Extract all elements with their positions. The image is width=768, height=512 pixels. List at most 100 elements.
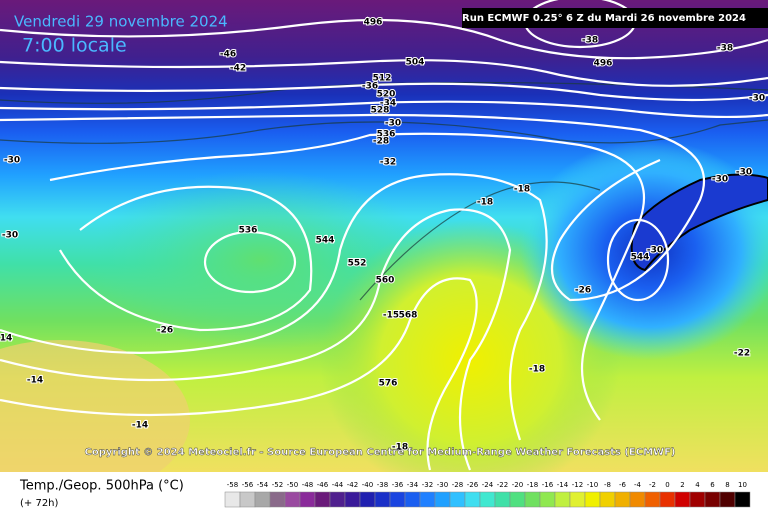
- scale-swatch: [419, 491, 436, 508]
- contour-label: 528: [371, 106, 390, 116]
- scale-swatch: [644, 491, 661, 508]
- scale-label: -36: [392, 481, 404, 489]
- contour-label: -46: [220, 50, 236, 60]
- scale-swatch: [704, 491, 721, 508]
- contour: [0, 208, 512, 471]
- scale-swatch: [344, 491, 361, 508]
- scale-label: -32: [422, 481, 433, 489]
- scale-swatch: [659, 491, 676, 508]
- run-info: Run ECMWF 0.25° 6 Z du Mardi 26 novembre…: [462, 13, 746, 24]
- scale-swatch: [734, 491, 751, 508]
- scale-label: -38: [377, 481, 388, 489]
- contour-label: 512: [373, 74, 392, 84]
- date: Vendredi 29 novembre 2024: [14, 13, 228, 31]
- scale-label: -26: [467, 481, 479, 489]
- contour-label: -28: [373, 137, 389, 147]
- isotherm: [359, 181, 601, 301]
- contour-label: -32: [380, 158, 396, 168]
- contour-label: -30: [647, 246, 663, 256]
- scale-label: 2: [680, 481, 684, 489]
- scale-swatch: [494, 491, 511, 508]
- scale-label: -30: [437, 481, 448, 489]
- scale-label: 0: [665, 481, 669, 489]
- scale-label: -18: [527, 481, 538, 489]
- contour: [0, 113, 705, 302]
- contour-label: 504: [406, 58, 425, 68]
- scale-label: -44: [332, 481, 344, 489]
- contour-label: -42: [230, 64, 246, 74]
- contour: [59, 185, 313, 332]
- scale-label: -22: [497, 481, 508, 489]
- scale-swatch: [434, 491, 451, 508]
- contour-label: -34: [380, 99, 396, 109]
- contour: [49, 132, 645, 421]
- isotherm: [0, 119, 768, 144]
- contour-label: 544: [631, 253, 650, 263]
- map-area: [0, 0, 768, 500]
- scale-swatch: [689, 491, 706, 508]
- lead-time: (+ 72h): [20, 498, 59, 509]
- scale-label: -12: [572, 481, 583, 489]
- scale-swatch: [554, 491, 571, 508]
- scale-swatch: [269, 491, 286, 508]
- contour: [0, 100, 768, 119]
- scale-label: -6: [619, 481, 627, 489]
- contour-label: -36: [362, 82, 378, 92]
- scale-label: -10: [587, 481, 598, 489]
- contour-label: 576: [379, 379, 398, 389]
- run-box: [462, 8, 768, 28]
- scale-label: -42: [347, 481, 358, 489]
- scale-label: -54: [257, 481, 269, 489]
- contour-label: -18: [529, 365, 545, 375]
- scale-swatch: [389, 491, 406, 508]
- contour-label: 496: [364, 18, 383, 28]
- scale-label: -24: [482, 481, 494, 489]
- contour-label: 560: [376, 276, 395, 286]
- contour-label: -30: [385, 119, 401, 129]
- contour-label: -18: [392, 443, 408, 453]
- contour-label: 536: [377, 130, 396, 140]
- contour: [0, 59, 768, 87]
- scale-label: -52: [272, 481, 283, 489]
- contour-label: -30: [749, 94, 765, 104]
- contour-label: -14: [132, 421, 148, 431]
- time: 7:00 locale: [22, 35, 127, 57]
- scale-label: -16: [542, 481, 554, 489]
- scale-label: -2: [649, 481, 656, 489]
- contour-label: -30: [712, 175, 728, 185]
- scale-label: -48: [302, 481, 313, 489]
- contour: [203, 230, 297, 294]
- legend-title: Temp./Geop. 500hPa (°C): [19, 479, 184, 494]
- contour-label: 568: [399, 311, 418, 321]
- scale-label: -4: [634, 481, 642, 489]
- contour: [0, 173, 548, 441]
- contour-label: 14: [0, 334, 12, 344]
- scale-swatch: [674, 491, 691, 508]
- contour-label: 520: [377, 90, 396, 100]
- scale-swatch: [374, 491, 391, 508]
- scale-label: -14: [557, 481, 569, 489]
- scale-swatch: [224, 491, 241, 508]
- scale-swatch: [284, 491, 301, 508]
- contour-label: -26: [575, 286, 591, 296]
- scale-swatch: [719, 491, 736, 508]
- scale-label: 6: [710, 481, 715, 489]
- scale-swatch: [449, 491, 466, 508]
- contour-label: -38: [582, 36, 598, 46]
- contour-label: 544: [316, 236, 335, 246]
- scale-swatch: [584, 491, 601, 508]
- scale-label: -46: [317, 481, 329, 489]
- contour-label: -14: [27, 376, 43, 386]
- contour-labels: 496-38-38496-46-42504512-36520-34528-305…: [0, 17, 766, 454]
- scale-label: -20: [512, 481, 523, 489]
- scale-swatch: [254, 491, 271, 508]
- scale-swatch: [629, 491, 646, 508]
- scale-swatch: [569, 491, 586, 508]
- scale-swatch: [314, 491, 331, 508]
- scale-swatch: [599, 491, 616, 508]
- scale-label: -58: [227, 481, 238, 489]
- contour: [0, 277, 478, 471]
- scale-swatch: [614, 491, 631, 508]
- contour-label: -38: [717, 44, 733, 54]
